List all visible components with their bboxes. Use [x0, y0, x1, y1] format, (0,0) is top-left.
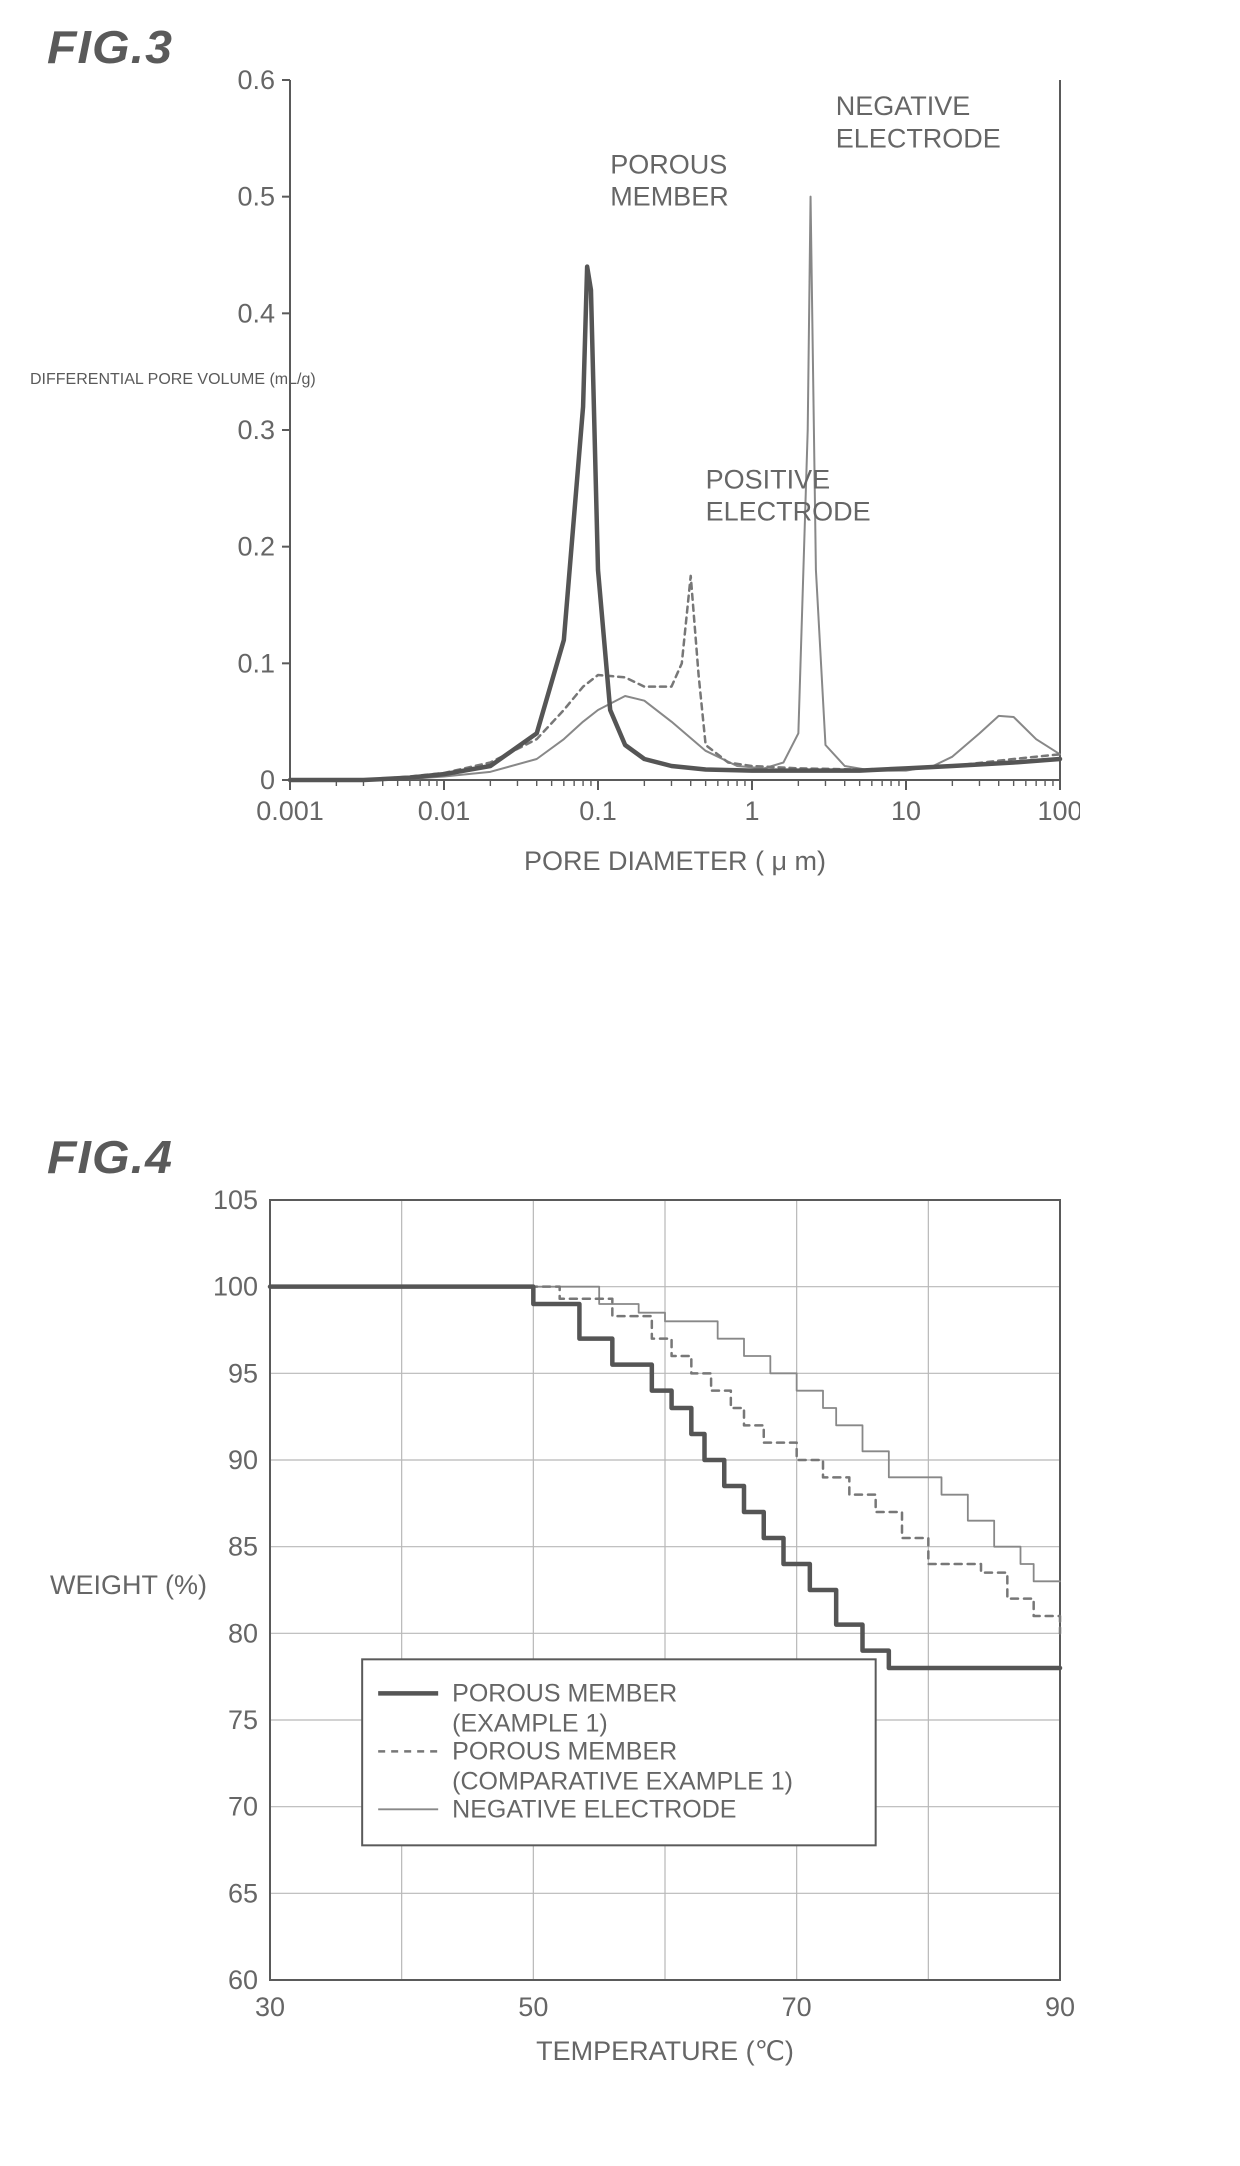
svg-text:90: 90	[1045, 1992, 1075, 2022]
svg-text:85: 85	[228, 1532, 258, 1562]
svg-text:0.5: 0.5	[237, 182, 275, 212]
fig4-ylabel: WEIGHT (%)	[50, 1570, 207, 1601]
svg-text:95: 95	[228, 1358, 258, 1388]
svg-text:0.2: 0.2	[237, 532, 275, 562]
svg-text:70: 70	[782, 1992, 812, 2022]
fig3-title: FIG.3	[47, 20, 173, 74]
svg-text:100: 100	[1037, 796, 1080, 826]
svg-text:0.3: 0.3	[237, 415, 275, 445]
svg-text:0.1: 0.1	[237, 648, 275, 678]
svg-text:90: 90	[228, 1445, 258, 1475]
svg-text:80: 80	[228, 1618, 258, 1648]
fig3-chart: 0 0.1 0.2 0.3 0.4 0.5 0.6 0.001 0.01 0.1 1 10 100 POR…	[220, 60, 1080, 890]
svg-text:0.001: 0.001	[256, 796, 324, 826]
svg-text:30: 30	[255, 1992, 285, 2022]
svg-text:70: 70	[228, 1792, 258, 1822]
svg-text:NEGATIVE ELECTRODE: NEGATIVE ELECTRODE	[452, 1795, 736, 1823]
svg-text:10: 10	[891, 796, 921, 826]
svg-text:100: 100	[213, 1272, 258, 1302]
svg-text:1: 1	[744, 796, 759, 826]
svg-text:0.4: 0.4	[237, 298, 275, 328]
svg-text:PORE DIAMETER ( μ m): PORE DIAMETER ( μ m)	[524, 846, 826, 876]
svg-text:TEMPERATURE (℃): TEMPERATURE (℃)	[536, 2036, 794, 2066]
svg-text:0.1: 0.1	[579, 796, 617, 826]
svg-text:65: 65	[228, 1878, 258, 1908]
svg-text:50: 50	[518, 1992, 548, 2022]
svg-text:0: 0	[260, 765, 275, 795]
svg-text:75: 75	[228, 1705, 258, 1735]
svg-text:105: 105	[213, 1185, 258, 1215]
svg-text:60: 60	[228, 1965, 258, 1995]
svg-text:NEGATIVEELECTRODE: NEGATIVEELECTRODE	[836, 91, 1001, 153]
fig3-ylabel: DIFFERENTIAL PORE VOLUME (mL/g)	[30, 370, 316, 390]
fig4-chart: 606570758085909510010530507090POROUS MEM…	[200, 1180, 1080, 2080]
svg-text:POROUSMEMBER: POROUSMEMBER	[610, 149, 729, 211]
svg-text:0.6: 0.6	[237, 65, 275, 95]
svg-text:0.01: 0.01	[418, 796, 471, 826]
fig4-title: FIG.4	[47, 1130, 173, 1184]
svg-text:POSITIVEELECTRODE: POSITIVEELECTRODE	[706, 464, 871, 526]
